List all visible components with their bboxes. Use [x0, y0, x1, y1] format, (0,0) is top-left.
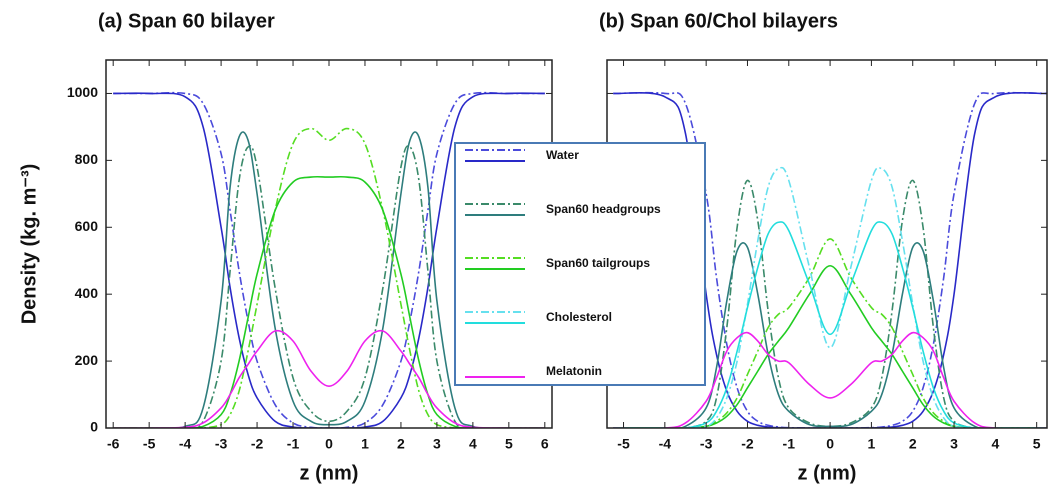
x-tick-label: -3 [215, 436, 228, 452]
dashed-density-line [613, 238, 1047, 428]
x-tick-label: 1 [868, 436, 876, 452]
y-tick-label: 1000 [67, 84, 98, 100]
legend-label: Melatonin [546, 364, 602, 378]
x-tick-label: 6 [541, 436, 549, 452]
y-tick-label: 400 [75, 285, 99, 301]
x-tick-label: -4 [659, 436, 672, 452]
panel-title: (a) Span 60 bilayer [98, 10, 275, 32]
x-tick-label: 4 [469, 436, 477, 452]
density-line [613, 331, 1047, 428]
x-tick-label: -4 [179, 436, 192, 452]
x-tick-label: -5 [143, 436, 156, 452]
x-tick-label: 4 [991, 436, 999, 452]
x-tick-label: -2 [741, 436, 754, 452]
x-tick-label: -1 [783, 436, 796, 452]
y-tick-label: 0 [90, 419, 98, 435]
x-axis-label: z (nm) [300, 462, 359, 484]
legend-label: Span60 headgroups [546, 202, 661, 216]
x-tick-label: 0 [826, 436, 834, 452]
density-line [113, 329, 545, 428]
dashed-density-line [113, 91, 545, 428]
x-tick-label: 2 [909, 436, 917, 452]
dashed-density-line [613, 91, 1047, 428]
x-tick-label: -5 [617, 436, 630, 452]
y-tick-label: 600 [75, 218, 99, 234]
x-tick-label: 3 [950, 436, 958, 452]
density-line [613, 221, 1047, 428]
x-tick-label: 2 [397, 436, 405, 452]
legend: Water Span60 headgroups Span60 tailgroups C… [454, 142, 706, 386]
x-tick-label: 5 [1033, 436, 1041, 452]
x-tick-label: -6 [107, 436, 120, 452]
legend-box [454, 142, 706, 386]
legend-label: Cholesterol [546, 310, 612, 324]
density-line [113, 175, 545, 428]
x-tick-label: 0 [325, 436, 333, 452]
density-line [613, 92, 1047, 428]
x-tick-label: 3 [433, 436, 441, 452]
legend-label: Water [546, 148, 579, 162]
legend-label: Span60 tailgroups [546, 256, 650, 270]
x-tick-label: -1 [287, 436, 300, 452]
density-line [113, 92, 545, 428]
y-tick-label: 800 [75, 151, 99, 167]
density-line [613, 264, 1047, 428]
plot-area [613, 91, 1047, 428]
x-tick-label: -3 [700, 436, 713, 452]
y-axis-label: Density (kg. m⁻³) [18, 164, 40, 325]
dashed-density-line [613, 166, 1047, 428]
x-tick-label: 5 [505, 436, 513, 452]
x-tick-label: 1 [361, 436, 369, 452]
x-axis-label: z (nm) [798, 462, 857, 484]
x-tick-label: -2 [251, 436, 264, 452]
y-tick-label: 200 [75, 352, 99, 368]
panel-title: (b) Span 60/Chol bilayers [599, 10, 838, 32]
